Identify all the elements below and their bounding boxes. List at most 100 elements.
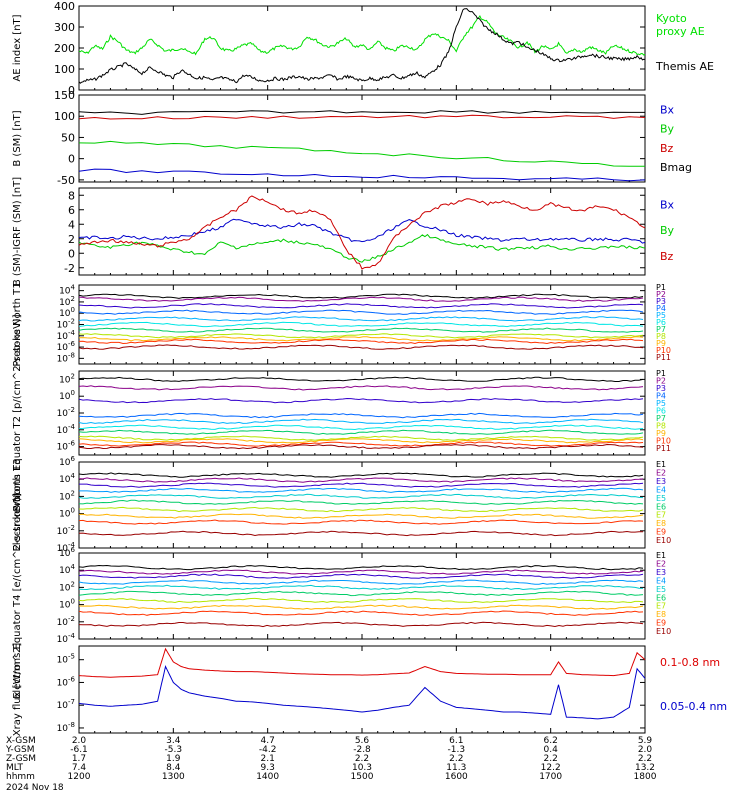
legend-e10: E10 bbox=[656, 627, 671, 636]
ephemeris-value: 2.2 bbox=[449, 754, 463, 764]
series-line-6-E8 bbox=[78, 513, 644, 519]
series-line-7-E9 bbox=[78, 610, 644, 616]
y-tick-label: 10-2 bbox=[57, 318, 75, 331]
legend-kyoto: Kyoto bbox=[656, 12, 687, 25]
series-line-7-E2 bbox=[78, 569, 644, 575]
panel-frame-4 bbox=[78, 284, 646, 365]
legend-e9: E9 bbox=[656, 528, 666, 537]
series-line-7-E5 bbox=[78, 584, 644, 591]
ephemeris-value: 3.4 bbox=[166, 736, 181, 746]
panel-frame-5 bbox=[78, 370, 646, 456]
ephemeris-value: -5.3 bbox=[165, 745, 183, 755]
legend-p5: P5 bbox=[656, 399, 666, 408]
y-tick-label: 2 bbox=[68, 233, 75, 246]
y-tick-label: 400 bbox=[54, 0, 75, 13]
y-tick-label: 100 bbox=[59, 389, 75, 402]
legend-bmag: Bmag bbox=[660, 161, 692, 174]
ephemeris-value: 2.1 bbox=[261, 754, 275, 764]
series-line-7-E4 bbox=[78, 579, 644, 585]
y-axis-label-5: Protons Equator T2 [p/(cm^2-s-sr-keV)] bbox=[12, 314, 23, 511]
y-axis-label-6: Electrons North T3 bbox=[12, 458, 23, 551]
legend-bx: Bx bbox=[660, 199, 675, 212]
ephemeris-value: 6.1 bbox=[449, 736, 463, 746]
legend-bx: Bx bbox=[660, 103, 675, 116]
series-line-2-Bx bbox=[78, 168, 646, 182]
y-tick-label: 10-2 bbox=[57, 524, 75, 537]
y-axis-label-2: B (SM) [nT] bbox=[12, 110, 23, 166]
legend-p8: P8 bbox=[656, 332, 666, 341]
legend-e6: E6 bbox=[656, 502, 666, 511]
y-tick-label: 106 bbox=[59, 546, 75, 559]
ephemeris-value: 11.3 bbox=[446, 763, 466, 773]
ephemeris-value: -1.3 bbox=[448, 745, 466, 755]
panel-frame-2 bbox=[78, 94, 646, 183]
y-tick-label: 102 bbox=[59, 580, 75, 593]
y-tick-label: 104 bbox=[59, 284, 75, 297]
y-tick-label: 10-6 bbox=[57, 675, 76, 688]
series-line-4-P5 bbox=[78, 316, 644, 322]
ephemeris-value: 1.9 bbox=[166, 754, 181, 764]
series-line-6-E6 bbox=[78, 499, 644, 505]
series-line-4-P8 bbox=[78, 333, 644, 339]
y-tick-label: 8 bbox=[68, 189, 75, 202]
legend-by: By bbox=[660, 224, 675, 237]
series-line-7-E10 bbox=[78, 621, 644, 628]
legend-p2: P2 bbox=[656, 290, 666, 299]
series-line-6-E1 bbox=[78, 472, 644, 478]
series-line-2-By bbox=[78, 140, 646, 167]
series-line-5-P9 bbox=[78, 438, 644, 444]
panel-frame-1 bbox=[78, 5, 646, 91]
ephemeris-row-label: Z-GSM bbox=[6, 754, 36, 764]
y-tick-label: 100 bbox=[59, 306, 75, 319]
series-line-4-P4 bbox=[78, 309, 644, 315]
series-line-6-E2 bbox=[78, 477, 644, 483]
legend-p3: P3 bbox=[656, 297, 666, 306]
legend-p6: P6 bbox=[656, 318, 666, 327]
legend-e8: E8 bbox=[656, 610, 666, 619]
ephemeris-value: 1.7 bbox=[72, 754, 86, 764]
legend-e7: E7 bbox=[656, 602, 666, 611]
series-line-8-0-05-0-4-nm bbox=[78, 664, 646, 720]
series-line-4-P11 bbox=[78, 344, 644, 350]
y-tick-label: 0 bbox=[68, 153, 75, 166]
ephemeris-value: -2.8 bbox=[353, 745, 371, 755]
ephemeris-value: 2.0 bbox=[72, 736, 87, 746]
y-tick-label: 10-4 bbox=[57, 329, 76, 342]
series-line-7-E1 bbox=[78, 564, 644, 571]
ephemeris-value: 2.0 bbox=[638, 745, 653, 755]
legend-p4: P4 bbox=[656, 391, 666, 400]
ephemeris-value: 9.3 bbox=[261, 763, 275, 773]
y-tick-label: 10-2 bbox=[57, 615, 75, 628]
series-line-5-P3 bbox=[78, 397, 644, 404]
ephemeris-value: 1600 bbox=[445, 772, 468, 782]
y-tick-label: 10-6 bbox=[57, 440, 76, 453]
y-tick-label: 100 bbox=[59, 507, 75, 520]
ephemeris-value: 12.2 bbox=[541, 763, 561, 773]
y-tick-label: -50 bbox=[57, 174, 75, 187]
legend-e3: E3 bbox=[656, 477, 666, 486]
legend-bz: Bz bbox=[660, 250, 674, 263]
series-line-3-By bbox=[78, 233, 646, 263]
y-tick-label: 6 bbox=[68, 204, 75, 217]
series-line-6-E7 bbox=[78, 506, 644, 513]
ephemeris-row-label: MLT bbox=[6, 763, 24, 773]
legend-p6: P6 bbox=[656, 406, 666, 415]
legend-p9: P9 bbox=[656, 429, 666, 438]
y-tick-label: 4 bbox=[68, 218, 75, 231]
legend-proxy-ae: proxy AE bbox=[656, 25, 705, 38]
y-tick-label: 10-2 bbox=[57, 406, 75, 419]
series-line-4-P10 bbox=[78, 338, 644, 345]
ephemeris-value: 5.6 bbox=[355, 736, 370, 746]
y-tick-label: 10-7 bbox=[57, 698, 75, 711]
series-line-1-Kyoto-proxy-AE bbox=[78, 14, 646, 56]
y-axis-label-3: B (SM)-IGRF (SM) [nT] bbox=[12, 177, 23, 286]
ephemeris-value: 1500 bbox=[351, 772, 374, 782]
y-tick-label: 10-5 bbox=[57, 653, 75, 666]
y-tick-label: 50 bbox=[61, 131, 75, 144]
ephemeris-value: 10.3 bbox=[352, 763, 372, 773]
legend-p7: P7 bbox=[656, 325, 666, 334]
ephemeris-value: 1300 bbox=[162, 772, 185, 782]
series-line-5-P1 bbox=[78, 376, 644, 382]
ephemeris-value: 7.4 bbox=[72, 763, 87, 773]
